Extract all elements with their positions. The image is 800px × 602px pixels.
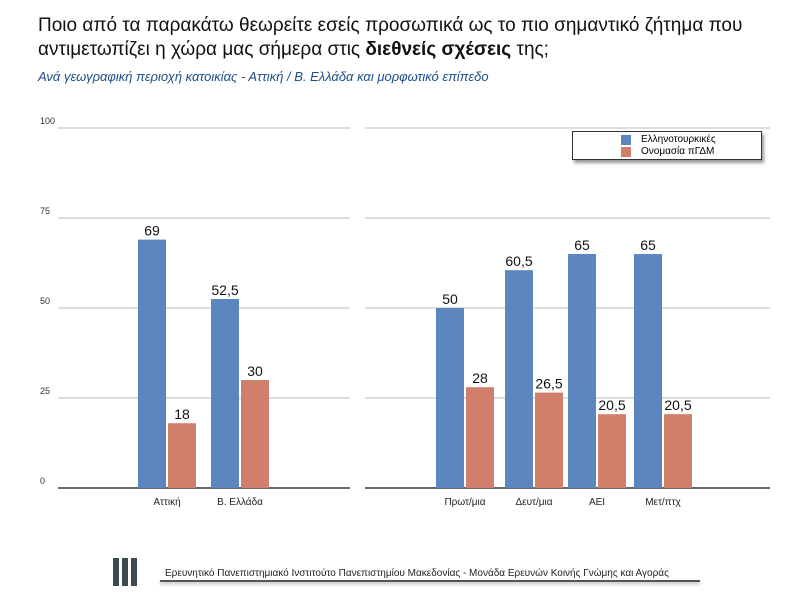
- data-label: 50: [442, 291, 458, 307]
- data-label: 52,5: [211, 282, 238, 298]
- logo-bar: [131, 558, 137, 586]
- bar: [535, 392, 563, 488]
- title-bold-text: διεθνείς σχέσεις: [365, 39, 512, 60]
- y-tick-label: 50: [40, 296, 50, 306]
- x-tick-label: Μετ/πτχ: [645, 497, 681, 508]
- data-label: 30: [247, 363, 263, 379]
- x-tick-label: Δευτ/μια: [515, 497, 552, 508]
- legend-swatch: [621, 146, 631, 157]
- data-label: 26,5: [535, 376, 562, 392]
- y-tick-label: 100: [40, 116, 55, 126]
- logo-bar: [122, 558, 128, 586]
- bar: [505, 270, 533, 488]
- footer-divider: [160, 580, 700, 582]
- x-tick-label: ΑΕΙ: [589, 497, 605, 508]
- data-label: 20,5: [664, 397, 691, 413]
- x-tick-label: Β. Ελλάδα: [217, 496, 263, 508]
- legend-item: Ελληνοτουρκικές: [621, 134, 716, 145]
- data-label: 18: [174, 406, 190, 422]
- bar: [211, 299, 239, 488]
- bar: [664, 414, 692, 488]
- footer-text: Ερευνητικό Πανεπιστημιακό Ινστιτούτο Παν…: [165, 568, 669, 579]
- bar: [466, 387, 494, 488]
- bar: [436, 308, 464, 488]
- title-end-text: της;: [511, 39, 549, 60]
- legend-label: Ονομασία πΓΔΜ: [641, 146, 715, 157]
- y-tick-label: 0: [40, 476, 45, 486]
- x-tick-label: Πρωτ/μια: [444, 497, 485, 508]
- legend-label: Ελληνοτουρκικές: [641, 134, 716, 145]
- data-label: 20,5: [598, 397, 625, 413]
- legend-item: Ονομασία πΓΔΜ: [621, 146, 714, 157]
- bar: [634, 254, 662, 488]
- bar: [598, 414, 626, 488]
- data-label: 69: [144, 223, 160, 239]
- chart-title: Ποιο από τα παρακάτω θεωρείτε εσείς προσ…: [38, 14, 778, 62]
- data-label: 65: [574, 237, 590, 253]
- legend: Ελληνοτουρκικές Ονομασία πΓΔΜ: [572, 131, 762, 160]
- y-tick-label: 25: [40, 386, 50, 396]
- data-label: 65: [640, 237, 656, 253]
- bar: [168, 423, 196, 488]
- legend-swatch: [621, 134, 631, 145]
- y-tick-label: 75: [40, 206, 50, 216]
- x-tick-label: Αττική: [153, 496, 180, 508]
- bar: [241, 380, 269, 488]
- logo-bar: [113, 558, 119, 586]
- chart-subtitle: Ανά γεωγραφική περιοχή κατοικίας - Αττικ…: [38, 69, 489, 84]
- title-text: Ποιο από τα παρακάτω θεωρείτε εσείς προσ…: [38, 15, 743, 60]
- bar: [568, 254, 596, 488]
- data-label: 28: [472, 370, 488, 386]
- bar: [138, 239, 166, 488]
- data-label: 60,5: [505, 253, 532, 269]
